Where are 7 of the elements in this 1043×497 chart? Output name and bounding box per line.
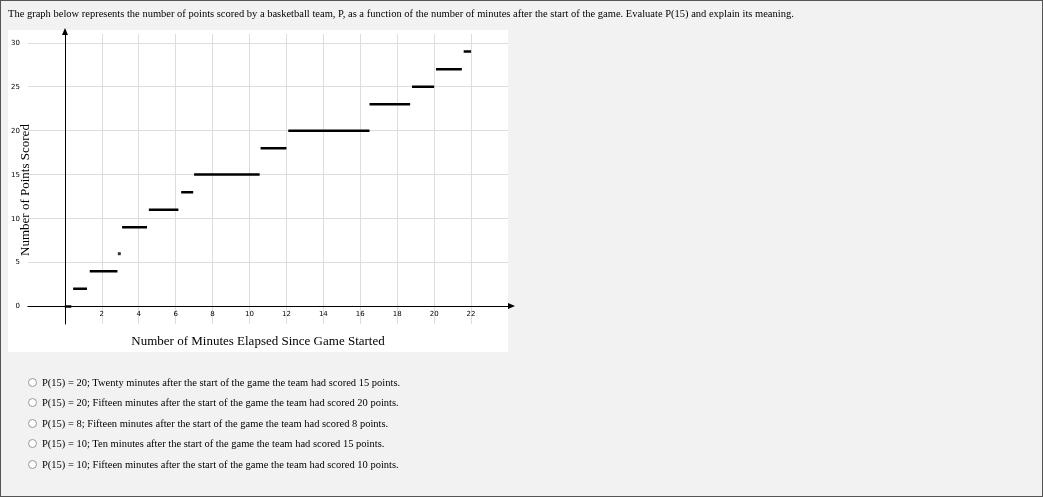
chart-title: The graph below represents the number of points scored by a basketball team, P, as a function of the number of minutes after the start of the game. Evaluate P(15) and explain its meaning. (8, 8, 794, 19)
text: P(15) = 10; Fifteen minutes after the start of the game the team had scored 10 points. (42, 458, 399, 470)
text: P(15) = 10; Ten minutes after the start of the game the team had scored 15 points. (42, 438, 385, 450)
text: P(15) = 20; Twenty minutes after the start of the game the team had scored 15 points. (42, 376, 401, 388)
text: P(15) = 8; Fifteen minutes after the start of the game the team had scored 8 points. (42, 417, 389, 429)
x-axis-title: Number of Minutes Elapsed Since Game Started (130, 333, 386, 349)
text: P(15) = 20; Fifteen minutes after the start of the game the team had scored 20 points. (42, 397, 399, 409)
